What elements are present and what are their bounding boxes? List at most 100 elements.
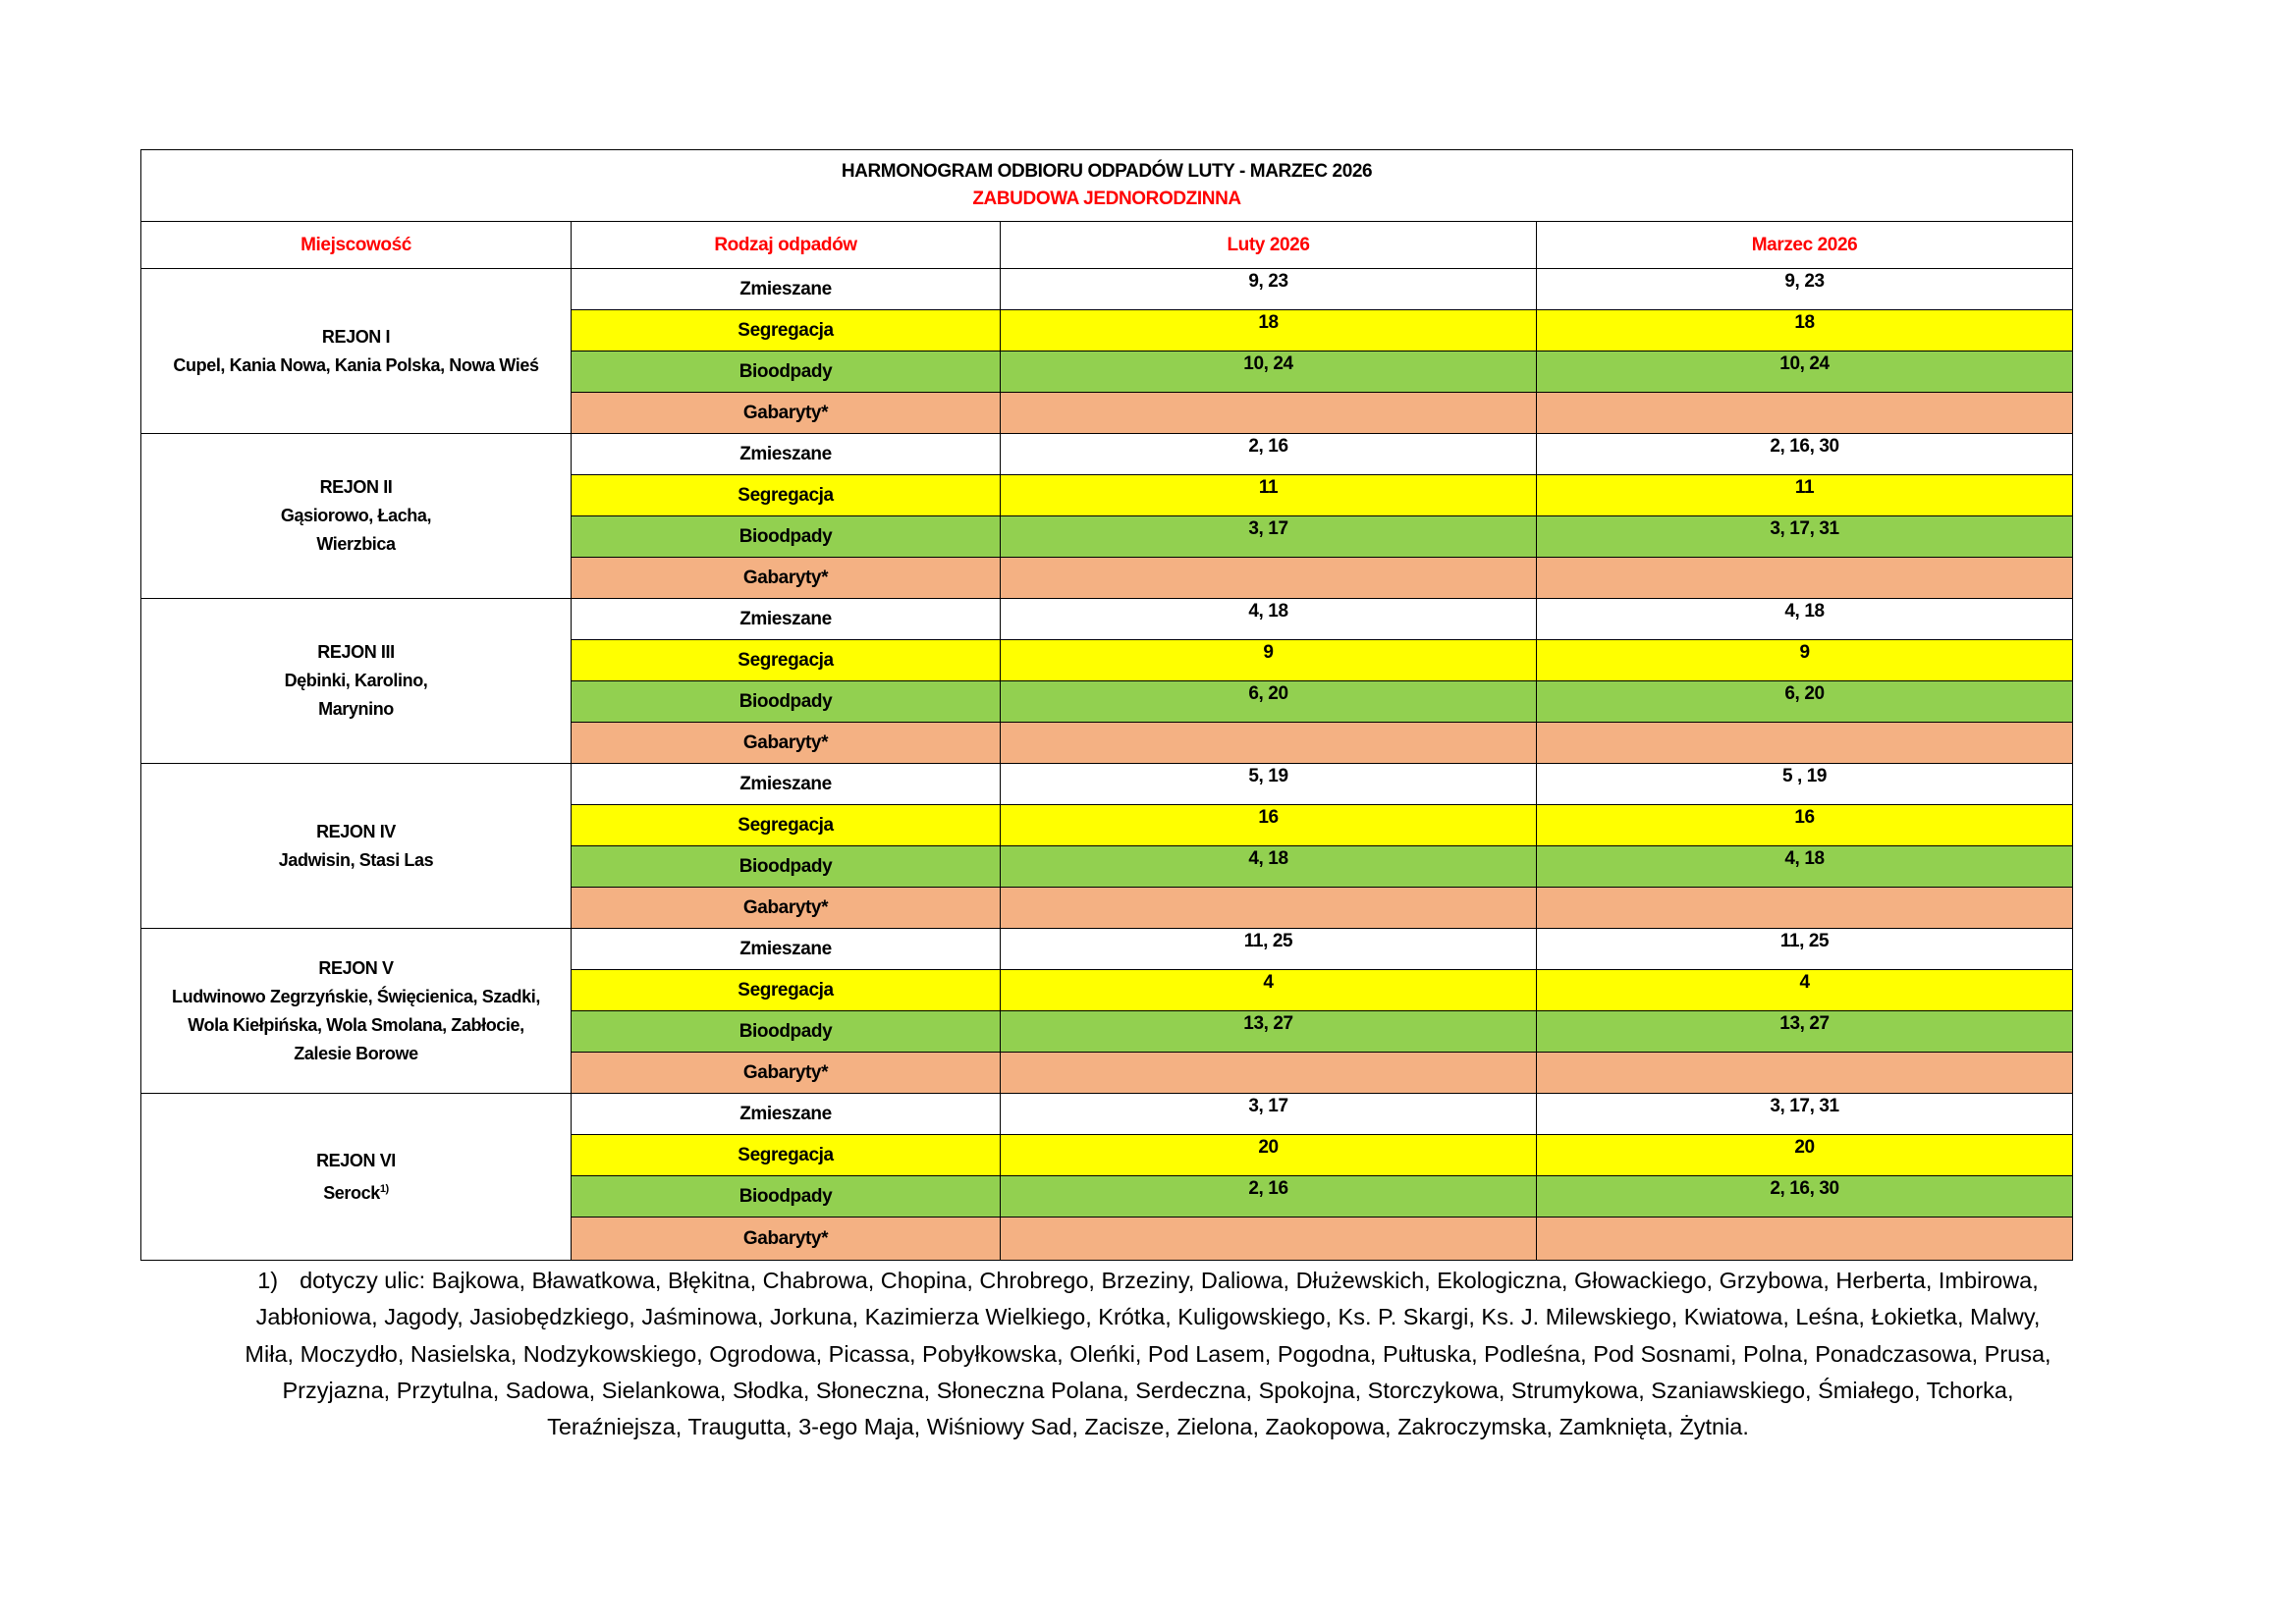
waste-type: Zmieszane <box>571 763 1001 805</box>
february-dates: 20 <box>1000 1134 1537 1176</box>
march-dates <box>1535 1052 2074 1094</box>
waste-type: Zmieszane <box>571 433 1001 475</box>
waste-type: Bioodpady <box>571 351 1001 393</box>
column-header: Rodzaj odpadów <box>571 221 1001 269</box>
place-text: Marynino <box>318 699 394 719</box>
region-name: REJON IV <box>316 821 396 841</box>
march-dates: 3, 17, 31 <box>1535 515 2074 558</box>
waste-type: Bioodpady <box>571 515 1001 558</box>
waste-type: Segregacja <box>571 1134 1001 1176</box>
waste-type: Zmieszane <box>571 268 1001 310</box>
waste-type: Gabaryty* <box>571 392 1001 434</box>
region-cell: REJON III Dębinki, Karolino, Marynino <box>140 598 572 764</box>
waste-type: Segregacja <box>571 969 1001 1011</box>
title-row: HARMONOGRAM ODBIORU ODPADÓW LUTY - MARZE… <box>139 149 2074 222</box>
waste-type: Bioodpady <box>571 680 1001 723</box>
region-name: REJON III <box>317 642 395 662</box>
march-dates: 11 <box>1535 474 2074 516</box>
march-dates: 9 <box>1535 639 2074 681</box>
column-header: Luty 2026 <box>1000 221 1537 269</box>
march-dates: 6, 20 <box>1535 680 2074 723</box>
march-dates: 2, 16, 30 <box>1535 1175 2074 1218</box>
waste-type: Zmieszane <box>571 928 1001 970</box>
waste-type: Segregacja <box>571 639 1001 681</box>
place-text: Wierzbica <box>316 534 396 554</box>
march-dates <box>1535 557 2074 599</box>
place-text: Dębinki, Karolino, <box>284 671 428 690</box>
region-name: REJON VI <box>316 1150 396 1170</box>
region-name: REJON V <box>318 957 394 978</box>
waste-type: Gabaryty* <box>571 722 1001 764</box>
place-text: Ludwinowo Zegrzyńskie, Święcienica, Szad… <box>172 986 540 1006</box>
footnote-line: Przyjazna, Przytulna, Sadowa, Sielankowa… <box>98 1373 2198 1409</box>
february-dates: 3, 17 <box>1000 515 1537 558</box>
march-dates: 20 <box>1535 1134 2074 1176</box>
footnote-text: Przyjazna, Przytulna, Sadowa, Sielankowa… <box>282 1377 2014 1403</box>
february-dates: 4, 18 <box>1000 845 1537 888</box>
february-dates: 16 <box>1000 804 1537 846</box>
february-dates <box>1000 1052 1537 1094</box>
waste-type: Segregacja <box>571 309 1001 352</box>
february-dates: 9, 23 <box>1000 268 1537 310</box>
february-dates: 6, 20 <box>1000 680 1537 723</box>
footnote: 1) dotyczy ulic: Bajkowa, Bławatkowa, Błę… <box>98 1263 2198 1445</box>
region-cell: REJON VI Serock1) <box>140 1093 572 1261</box>
march-dates: 16 <box>1535 804 2074 846</box>
march-dates: 9, 23 <box>1535 268 2074 310</box>
title-cell: HARMONOGRAM ODBIORU ODPADÓW LUTY - MARZE… <box>139 149 2074 222</box>
place-text: Gąsiorowo, Łacha, <box>280 506 432 525</box>
footnote-text: Teraźniejsza, Traugutta, 3-ego Maja, Wiś… <box>547 1414 1749 1440</box>
march-dates: 11, 25 <box>1535 928 2074 970</box>
region-cell: REJON V Ludwinowo Zegrzyńskie, Święcienic… <box>140 928 572 1094</box>
waste-type: Bioodpady <box>571 845 1001 888</box>
region-cell: REJON IV Jadwisin, Stasi Las <box>140 763 572 929</box>
subtitle: ZABUDOWA JEDNORODZINNA <box>972 189 1241 209</box>
february-dates: 2, 16 <box>1000 1175 1537 1218</box>
waste-type: Zmieszane <box>571 598 1001 640</box>
waste-type: Gabaryty* <box>571 887 1001 929</box>
place-text: Wola Kiełpińska, Wola Smolana, Zabłocie, <box>188 1014 524 1035</box>
region-places: Jadwisin, Stasi Las <box>141 846 571 875</box>
march-dates <box>1535 392 2074 434</box>
february-dates: 11 <box>1000 474 1537 516</box>
february-dates <box>1000 1217 1537 1261</box>
february-dates: 2, 16 <box>1000 433 1537 475</box>
schedule-row: REJON I Cupel, Kania Nowa, Kania Polska, … <box>140 268 2074 434</box>
footnote-line: 1) dotyczy ulic: Bajkowa, Bławatkowa, Błę… <box>98 1263 2198 1299</box>
march-dates: 13, 27 <box>1535 1010 2074 1053</box>
region-places: Cupel, Kania Nowa, Kania Polska, Nowa Wi… <box>141 352 571 380</box>
february-dates: 4, 18 <box>1000 598 1537 640</box>
march-dates: 18 <box>1535 309 2074 352</box>
february-dates <box>1000 392 1537 434</box>
schedule-row: Gabaryty* <box>140 722 2074 764</box>
place-text: Zalesie Borowe <box>294 1043 418 1063</box>
march-dates <box>1535 1217 2074 1261</box>
february-dates: 13, 27 <box>1000 1010 1537 1053</box>
march-dates: 5 , 19 <box>1535 763 2074 805</box>
february-dates: 11, 25 <box>1000 928 1537 970</box>
march-dates <box>1535 722 2074 764</box>
waste-type: Segregacja <box>571 474 1001 516</box>
february-dates: 10, 24 <box>1000 351 1537 393</box>
february-dates: 4 <box>1000 969 1537 1011</box>
schedule-row: REJON II Gąsiorowo, Łacha, Wierzbica Zmiesz… <box>140 433 2074 599</box>
region-places: Gąsiorowo, Łacha, <box>141 502 571 530</box>
table-body: HARMONOGRAM ODBIORU ODPADÓW LUTY - MARZE… <box>139 149 2074 1261</box>
superscript: 1) <box>379 1182 389 1195</box>
march-dates: 3, 17, 31 <box>1535 1093 2074 1135</box>
schedule-table: HARMONOGRAM ODBIORU ODPADÓW LUTY - MARZE… <box>139 149 2074 1261</box>
march-dates <box>1535 887 2074 929</box>
march-dates: 4 <box>1535 969 2074 1011</box>
footnote-text: Miła, Moczydło, Nasielska, Nodzykowskieg… <box>245 1340 2051 1367</box>
footnote-text: Jabłoniowa, Jagody, Jasiobędzkiego, Jaśm… <box>255 1304 2041 1330</box>
waste-type: Gabaryty* <box>571 557 1001 599</box>
place-text: Cupel, Kania Nowa, Kania Polska, Nowa Wi… <box>173 354 539 375</box>
title: HARMONOGRAM ODBIORU ODPADÓW LUTY - MARZE… <box>841 161 1373 182</box>
column-header: Marzec 2026 <box>1535 221 2074 269</box>
footnote-line: Miła, Moczydło, Nasielska, Nodzykowskieg… <box>98 1336 2198 1373</box>
schedule-row: Bioodpady 13, 27 13, 27 <box>140 1010 2074 1053</box>
place-text: Jadwisin, Stasi Las <box>278 849 434 870</box>
waste-type: Zmieszane <box>571 1093 1001 1135</box>
march-dates: 10, 24 <box>1535 351 2074 393</box>
footnote-text: dotyczy ulic: Bajkowa, Bławatkowa, Błęki… <box>300 1268 2039 1293</box>
